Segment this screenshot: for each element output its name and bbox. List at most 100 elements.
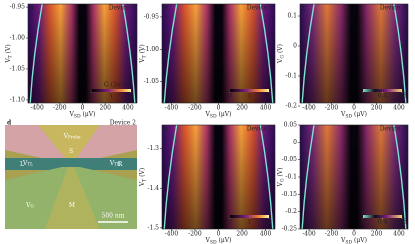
x-axis-label-sub: SD [345, 239, 352, 244]
y-axis-label-unit: (V) [277, 44, 284, 55]
device-image [5, 125, 137, 229]
colorbar-tick-label: 0 [228, 219, 232, 226]
x-tick-label: 0 [217, 231, 221, 238]
device-label-sub: TR [114, 162, 121, 167]
feature-line [259, 3, 274, 104]
feature-line [393, 3, 407, 104]
device-label-main: R [118, 161, 123, 168]
x-axis-label: VSD (μV) [340, 111, 367, 120]
x-tick-label: -400 [165, 231, 179, 238]
y-tick-label: -0.1 [285, 174, 297, 181]
y-axis-label-sub: T [141, 55, 147, 58]
device-label: L [20, 161, 24, 168]
x-axis-label-main: V [69, 111, 75, 118]
device-label: S [69, 148, 73, 155]
x-axis-label: VSD (μV) [340, 237, 367, 244]
x-tick-label: -400 [30, 105, 44, 112]
y-tick-label: -0.95 [144, 13, 160, 20]
y-axis-label: VG (V) [277, 168, 286, 188]
y-axis-label-main: V [277, 181, 284, 187]
device-label-sub: TL [27, 162, 33, 167]
x-axis-label-sub: SD [345, 113, 352, 119]
x-axis-label-unit: (μV) [81, 111, 96, 118]
device-label: VTL [22, 160, 33, 167]
y-tick-label: -1.3 [147, 145, 159, 152]
colorbar-tick-label: 2 [267, 219, 271, 226]
y-tick-label: -1.00 [144, 46, 160, 53]
y-axis-label-sub: G [279, 178, 285, 182]
gate-tr [75, 125, 137, 162]
x-tick-label: 400 [122, 105, 134, 112]
colorbar-label: G (2e²/h) [104, 82, 131, 89]
x-tick-label: 200 [236, 231, 248, 238]
x-axis-label-main: V [340, 111, 346, 118]
device-tag: Device 1 [247, 5, 273, 12]
colorbar [230, 89, 269, 92]
x-tick-label: 0 [81, 105, 85, 112]
y-tick-label: -1.05 [10, 65, 26, 72]
y-axis-label-main: V [139, 58, 146, 64]
x-axis-label-main: V [340, 237, 346, 244]
x-tick-label: -200 [188, 105, 202, 112]
y-axis-label-main: V [277, 58, 284, 64]
y-tick-label: 0.1 [287, 13, 297, 20]
x-axis-label-unit: (μV) [217, 111, 232, 118]
colorbar-tick-label: 0 [361, 219, 365, 226]
y-axis-label: VT (V) [139, 44, 148, 63]
y-tick-label: -0.2 [285, 103, 297, 110]
x-tick-label: -400 [165, 105, 179, 112]
x-tick-label: -200 [325, 105, 339, 112]
x-axis-label: VSD (μV) [205, 237, 232, 244]
device-label: VTR [109, 160, 121, 167]
panel-letter: a [30, 5, 34, 12]
y-tick-label: -1.00 [10, 35, 26, 42]
colorbar [363, 215, 402, 218]
device-label-sub: Probe [68, 135, 81, 140]
panel-letter: c [302, 5, 306, 12]
colorbar-tick-label: 2 [267, 93, 271, 100]
feature-line [301, 124, 315, 230]
colorbar-tick-label: 2 [129, 93, 133, 100]
x-tick-label: 400 [260, 231, 272, 238]
panel-letter: f [302, 126, 305, 133]
device-label-main: V [63, 133, 69, 140]
y-tick-label: -0.05 [282, 156, 298, 163]
feature-line [301, 3, 315, 104]
y-tick-label: -0.2 [285, 208, 297, 215]
x-tick-label: 200 [371, 105, 383, 112]
y-tick-label: -0.1 [285, 73, 297, 80]
x-tick-label: 400 [393, 231, 405, 238]
panel-letter: b [164, 5, 168, 12]
device-label-main: S [69, 148, 73, 155]
x-tick-label: 200 [371, 231, 383, 238]
device-label-main: V [25, 202, 31, 209]
device-tag: Device 1 [109, 5, 135, 12]
colorbar-tick-label: 0 [361, 93, 365, 100]
x-tick-label: 0 [217, 105, 221, 112]
device-label: R [118, 161, 123, 168]
heatmap-shade [300, 4, 408, 103]
colorbar [230, 215, 269, 218]
device-label: VG [25, 202, 34, 209]
y-axis-label-sub: T [7, 55, 13, 58]
y-axis-label: VT (V) [139, 168, 148, 187]
y-axis-label-sub: T [141, 179, 147, 182]
x-tick-label: 0 [352, 231, 356, 238]
lead-strip [5, 158, 137, 170]
gate-tl [5, 125, 67, 162]
x-tick-label: -400 [302, 105, 316, 112]
x-axis-label-sub: SD [210, 239, 217, 244]
y-tick-label: -0.95 [10, 4, 26, 11]
feature-line [259, 124, 274, 230]
x-axis-label-unit: (μV) [352, 111, 367, 118]
panel-letter: e [164, 126, 168, 133]
colorbar [92, 89, 131, 92]
y-axis-label-main: V [139, 181, 146, 187]
y-axis-label-unit: (V) [5, 44, 12, 55]
feature-line [122, 3, 136, 104]
y-axis-label: VG (V) [277, 44, 286, 64]
x-tick-label: -400 [302, 231, 316, 238]
x-tick-label: -200 [188, 231, 202, 238]
colorbar-tick-label: 0.8 [397, 93, 407, 100]
x-tick-label: 200 [236, 105, 248, 112]
